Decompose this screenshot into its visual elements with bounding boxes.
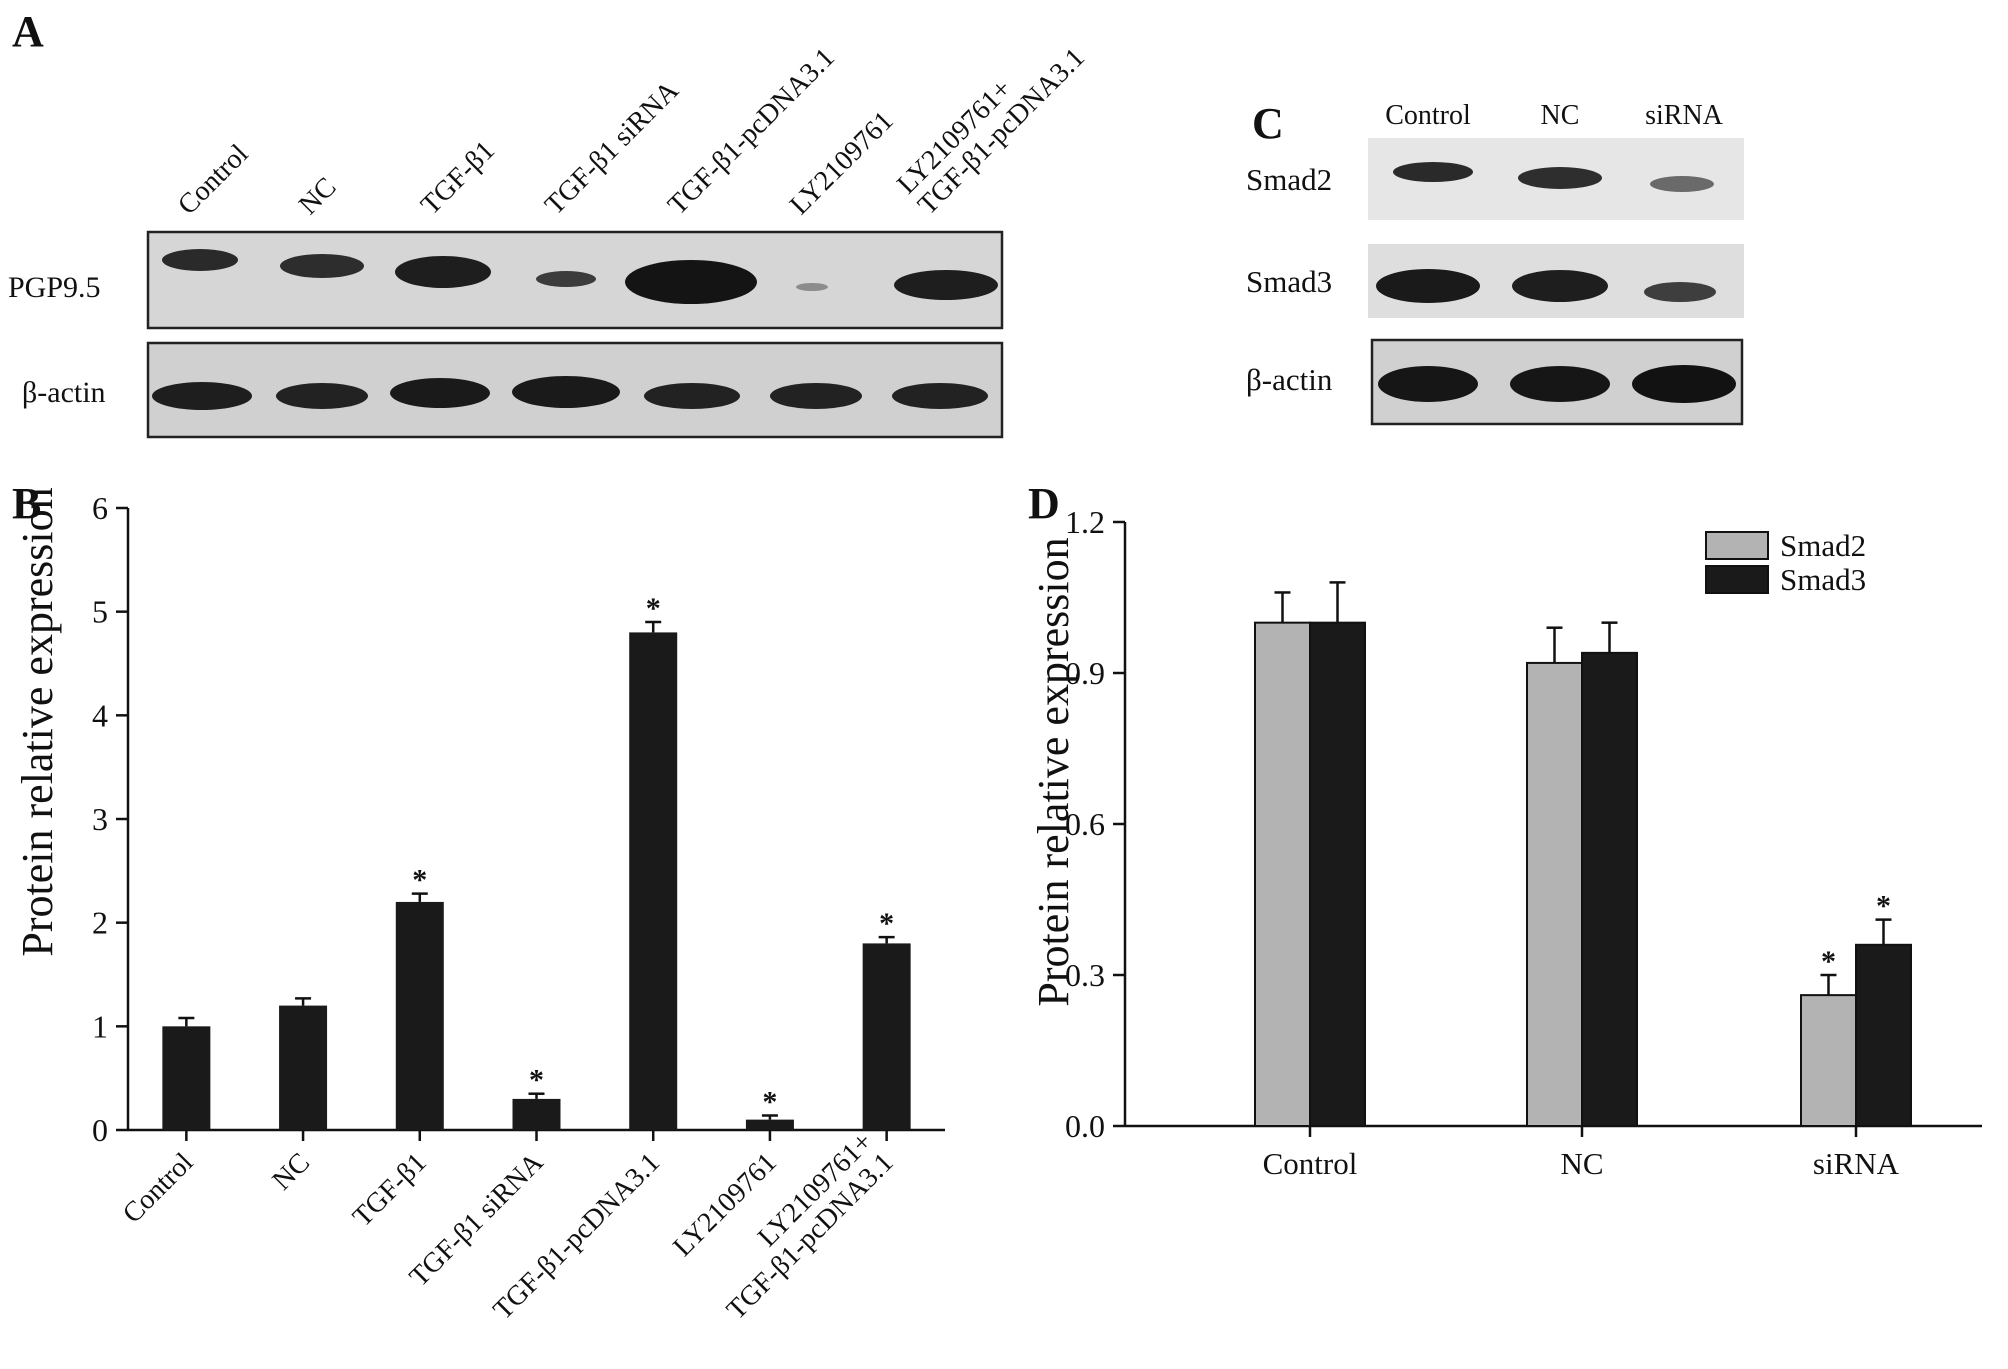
panel-d-y-tick-label-2: 0.6 [1065,806,1105,842]
panel-d-y-tick-label-3: 0.9 [1065,655,1105,691]
panel-b-y-tick-label-4: 4 [92,697,108,733]
panel-a-row-label-0: PGP9.5 [8,271,101,304]
panel-a-letter: A [12,7,44,56]
svg-text:TGF-β1: TGF-β1 [347,1147,433,1233]
panel-d-chart: 0.0 0.3 0.6 0.9 1.2 Control NC siRNA * * [1065,504,1982,1181]
panel-b-bar-2 [395,901,444,1130]
panel-b-significance-5: * [762,1085,777,1118]
panel-a: A Control NC TGF-β1 TGF-β1 siRNATGF-β1-pcDN… [8,7,1091,439]
blot-pgp95 [146,230,1004,330]
panel-d-legend-label-smad3: Smad3 [1780,562,1866,597]
blot-smad3 [1368,244,1744,318]
panel-c-row-label-2: β-actin [1246,362,1333,397]
panel-c-lane-label-2: siRNA [1645,100,1724,131]
panel-d-legend-swatch-smad3 [1705,565,1769,594]
panel-d-y-axis-label: Protein relative expression [1029,537,1078,1006]
panel-b-y-tick-label-1: 1 [92,1008,108,1044]
panel-b-x-tick-label-6: LY2109761+TGF-β1-pcDNA3.1 [721,1126,900,1326]
panel-a-lane-label-6: LY2109761+TGF-β1-pcDNA3.1 [891,42,1091,221]
panel-b-bar-3 [512,1098,561,1130]
panel-b-y-tick-label-0: 0 [92,1112,108,1148]
svg-text:LY2109761: LY2109761 [784,105,900,221]
panel-d-bar-smad2-0 [1254,621,1311,1128]
panel-d-x-tick-label-2: siRNA [1813,1146,1900,1181]
panel-d-bar-smad2-2 [1800,994,1857,1128]
panel-b-y-tick-label-2: 2 [92,905,108,941]
panel-b-x-tick-label-0: Control [117,1147,200,1230]
panel-d-letter: D [1028,479,1060,528]
svg-text:NC: NC [267,1147,316,1196]
panel-d-significance-smad2-2: * [1821,945,1836,978]
panel-d-bar-smad2-1 [1526,661,1583,1128]
panel-b-significance-2: * [412,864,427,897]
blot-beta-actin-c [1370,338,1744,426]
panel-b-bar-6 [862,943,911,1130]
panel-c-lane-labels: Control NC siRNA [1385,100,1723,131]
panel-b-x-tick-label-1: NC [267,1147,316,1196]
panel-b-significance-6: * [879,907,894,940]
blot-smad2 [1368,138,1744,220]
panel-c-lane-label-0: Control [1385,100,1471,131]
panel-b-x-tick-label-2: TGF-β1 [347,1147,433,1233]
panel-a-lane-label-5: LY2109761 [784,105,900,221]
panel-b-letter: B [12,479,41,528]
panel-d-y-tick-label-1: 0.3 [1065,957,1105,993]
panel-b-bar-0 [162,1026,211,1130]
panel-d-y-tick-label-4: 1.2 [1065,504,1105,540]
panel-b-y-axis-label: Protein relative expression [13,487,62,956]
svg-text:TGF-β1: TGF-β1 [415,135,501,221]
panel-b-bar-1 [279,1005,328,1130]
panel-d-y-tick-label-0: 0.0 [1065,1108,1105,1144]
panel-a-row-label-1: β-actin [22,376,106,409]
panel-b: B Protein relative expression 0 1 2 3 4 5 6 Con… [12,479,945,1326]
panel-d-bar-smad3-0 [1309,621,1366,1128]
panel-c-lane-label-1: NC [1541,100,1580,131]
panel-d-bar-smad3-2 [1855,943,1912,1127]
panel-c-row-label-0: Smad2 [1246,162,1332,197]
panel-b-y-tick-label-3: 3 [92,801,108,837]
panel-a-lane-labels: Control NC TGF-β1 TGF-β1 siRNATGF-β1-pcDNA3… [172,42,1091,221]
panel-d-x-tick-label-1: NC [1560,1146,1603,1181]
panel-c: C Control NC siRNA Smad2 Smad3 β-actin [1246,99,1744,426]
svg-text:Control: Control [172,138,255,221]
svg-text:Control: Control [117,1147,200,1230]
blot-beta-actin-a [146,341,1004,439]
panel-c-row-label-1: Smad3 [1246,264,1332,299]
panel-d-bar-smad3-1 [1581,651,1638,1127]
panel-d: D Protein relative expression 0.00.30.60… [1028,479,1982,1181]
panel-b-bar-4 [629,632,678,1130]
panel-d-x-tick-label-0: Control [1263,1146,1358,1181]
panel-a-lane-label-0: Control [172,138,255,221]
panel-d-legend-label-smad2: Smad2 [1780,528,1866,563]
svg-text:NC: NC [293,172,342,221]
panel-b-bar-5 [745,1119,794,1130]
panel-d-significance-smad3-2: * [1876,890,1891,923]
panel-c-letter: C [1252,99,1284,148]
panel-a-lane-label-1: NC [293,172,342,221]
panel-d-legend-swatch-smad2 [1705,531,1769,560]
panel-a-lane-label-2: TGF-β1 [415,135,501,221]
panel-b-significance-3: * [529,1064,544,1097]
panel-b-y-tick-label-5: 5 [92,594,108,630]
panel-b-significance-4: * [646,592,661,625]
panel-b-y-tick-label-6: 6 [92,490,108,526]
